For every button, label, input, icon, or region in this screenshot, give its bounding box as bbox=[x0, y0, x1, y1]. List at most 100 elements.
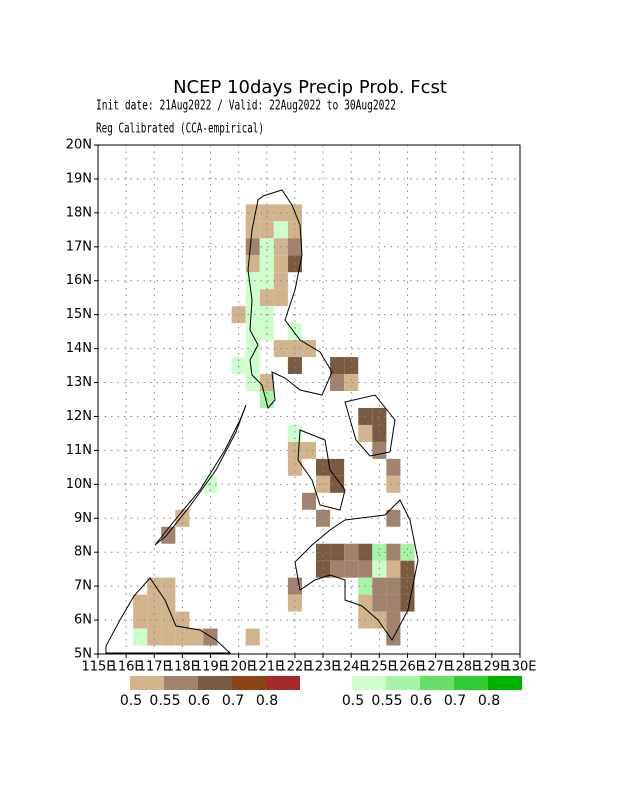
lat-tick-label: 17N bbox=[66, 239, 92, 254]
lon-tick-label: 127E bbox=[419, 660, 452, 675]
legend-label: 0.5 bbox=[120, 693, 142, 709]
prob-cell bbox=[400, 577, 415, 595]
lon-tick-label: 117E bbox=[138, 660, 171, 675]
prob-cell bbox=[400, 560, 415, 578]
lat-tick-label: 15N bbox=[66, 307, 92, 322]
prob-cell bbox=[287, 357, 302, 375]
prob-cell bbox=[147, 594, 162, 612]
prob-cell bbox=[386, 577, 401, 595]
legend-swatch bbox=[352, 676, 386, 690]
prob-cell bbox=[386, 560, 401, 578]
prob-cell bbox=[161, 577, 176, 595]
legend-swatch bbox=[130, 676, 164, 690]
prob-cell bbox=[175, 628, 190, 646]
lat-tick-label: 6N bbox=[74, 613, 92, 628]
lon-tick-label: 115E bbox=[81, 660, 114, 675]
prob-cell bbox=[358, 594, 373, 612]
lat-tick-label: 7N bbox=[74, 579, 92, 594]
prob-cell bbox=[301, 492, 317, 510]
prob-cell bbox=[386, 509, 401, 527]
prob-cell bbox=[316, 543, 331, 561]
lon-tick-label: 128E bbox=[447, 660, 480, 675]
lon-tick-label: 123E bbox=[307, 660, 340, 675]
prob-cell bbox=[175, 509, 190, 527]
legend-label: 0.8 bbox=[478, 693, 500, 709]
legend-swatch bbox=[420, 676, 454, 690]
prob-cell bbox=[316, 458, 331, 476]
coast-borneo bbox=[105, 577, 232, 654]
prob-cell bbox=[161, 628, 176, 646]
lon-tick-label: 118E bbox=[166, 660, 199, 675]
legend-swatch bbox=[198, 676, 232, 690]
prob-cell bbox=[245, 374, 260, 392]
prob-cell bbox=[231, 357, 246, 375]
subtitle: Reg Calibrated (CCA-empirical) bbox=[96, 122, 264, 137]
prob-cell bbox=[161, 526, 176, 544]
legend-label: 0.7 bbox=[444, 693, 466, 709]
legend-label: 0.6 bbox=[188, 693, 210, 709]
prob-cell bbox=[301, 441, 317, 459]
lat-tick-label: 9N bbox=[74, 511, 92, 526]
prob-cell bbox=[259, 204, 274, 222]
lat-tick-label: 8N bbox=[74, 545, 92, 560]
prob-cell bbox=[259, 374, 274, 392]
prob-cell bbox=[245, 306, 260, 324]
prob-cell bbox=[287, 458, 302, 476]
coast-palawan bbox=[154, 404, 247, 546]
legend-swatch bbox=[454, 676, 488, 690]
prob-cell bbox=[372, 407, 387, 425]
prob-cell bbox=[287, 255, 302, 273]
legend-label: 0.55 bbox=[149, 693, 180, 709]
lon-tick-label: 124E bbox=[335, 660, 368, 675]
prob-cell bbox=[273, 289, 288, 307]
prob-cell bbox=[287, 424, 302, 442]
prob-cell bbox=[245, 289, 260, 307]
prob-cell bbox=[400, 594, 415, 612]
prob-cell bbox=[189, 628, 204, 646]
prob-cell bbox=[344, 374, 359, 392]
prob-cell bbox=[344, 560, 359, 578]
subtitle: Init date: 21Aug2022 / Valid: 22Aug2022 … bbox=[96, 99, 396, 114]
prob-cell bbox=[259, 272, 274, 290]
prob-cell bbox=[287, 323, 302, 341]
legend-swatch bbox=[488, 676, 522, 690]
prob-cell bbox=[386, 458, 401, 476]
coast-visayas bbox=[297, 429, 346, 511]
prob-cell bbox=[259, 255, 274, 273]
prob-cell bbox=[330, 560, 345, 578]
lon-tick-label: 125E bbox=[363, 660, 396, 675]
lon-tick-label: 126E bbox=[391, 660, 424, 675]
prob-cell bbox=[386, 611, 401, 629]
prob-cell bbox=[273, 255, 288, 273]
coast-luzon bbox=[247, 189, 333, 410]
lat-tick-label: 20N bbox=[66, 138, 92, 153]
legend-label: 0.5 bbox=[342, 693, 364, 709]
lon-tick-label: 122E bbox=[278, 660, 311, 675]
legend-label: 0.8 bbox=[256, 693, 278, 709]
prob-cell bbox=[358, 424, 373, 442]
prob-cell bbox=[358, 560, 373, 578]
prob-cell bbox=[372, 424, 387, 442]
prob-cell bbox=[133, 594, 148, 612]
prob-cell bbox=[133, 628, 148, 646]
legend-swatch bbox=[232, 676, 266, 690]
prob-cell bbox=[372, 594, 387, 612]
lat-tick-label: 11N bbox=[66, 443, 92, 458]
prob-cell bbox=[133, 611, 148, 629]
coast-mindanao bbox=[294, 499, 419, 641]
prob-cell bbox=[316, 560, 331, 578]
legend-label: 0.6 bbox=[410, 693, 432, 709]
prob-cell bbox=[372, 577, 387, 595]
prob-cell bbox=[386, 475, 401, 493]
lon-tick-label: 119E bbox=[194, 660, 227, 675]
prob-cell bbox=[344, 357, 359, 375]
prob-cell bbox=[344, 543, 359, 561]
prob-cell bbox=[330, 374, 345, 392]
legend-label: 0.55 bbox=[371, 693, 402, 709]
lon-tick-label: 120E bbox=[222, 660, 255, 675]
prob-cell bbox=[287, 340, 302, 358]
plot-frame bbox=[97, 144, 521, 655]
prob-cell bbox=[316, 509, 331, 527]
prob-cell bbox=[273, 221, 288, 239]
